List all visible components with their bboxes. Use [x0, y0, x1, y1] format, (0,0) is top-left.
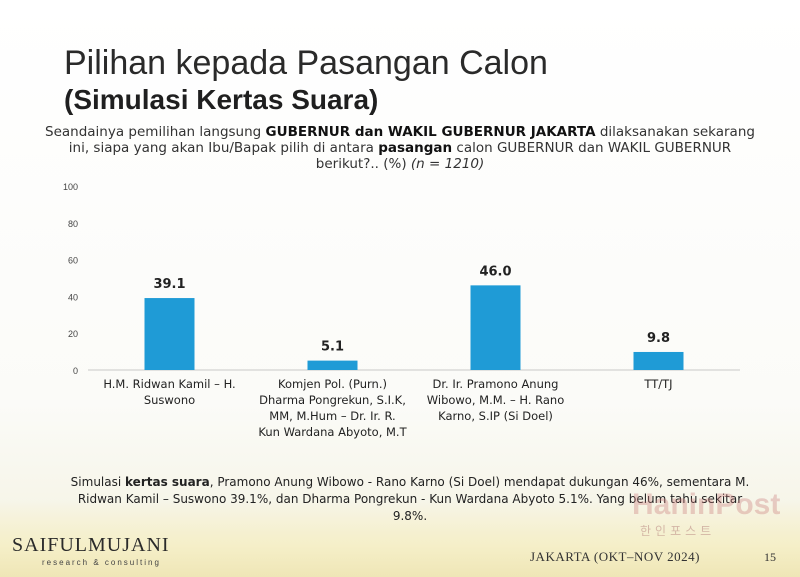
bar-chart: 0 20 40 60 80 100 39.1 H.M. Ridwan Kamil – H. Su… [63, 182, 740, 439]
y-tick-label: 0 [73, 366, 78, 376]
brand-logo: SAIFULMUJANI [12, 534, 170, 556]
x-category-label: Komjen Pol. (Purn.) Dharma Pongrekun, S.I… [258, 377, 407, 439]
bar [633, 351, 684, 370]
x-category-line: Karno, S.IP (Si Doel) [438, 409, 553, 423]
x-category-line: TT/TJ [643, 377, 672, 391]
footer-band [0, 500, 800, 577]
question-text-2: dilaksanakan sekarang ini, siapa yang ak… [68, 124, 755, 156]
x-category-line: Dharma Pongrekun, S.I.K, [259, 393, 406, 407]
slide-title: Pilihan kepada Pasangan Calon [64, 44, 548, 82]
y-tick-label: 20 [68, 329, 78, 339]
question-text-3: calon GUBERNUR dan WAKIL GUBERNUR beriku… [315, 140, 732, 172]
bar [470, 285, 521, 370]
page-number: 15 [764, 550, 776, 564]
question-bold-2: pasangan [378, 140, 453, 156]
data-label: 9.8 [647, 331, 670, 346]
x-category-line: Wibowo, M.M. – H. Rano [427, 393, 564, 407]
footnote-text-2: , Pramono Anung Wibowo - Rano Karno (Si … [77, 475, 750, 523]
data-label: 5.1 [321, 340, 344, 355]
x-category-label: TT/TJ [643, 377, 672, 391]
x-category-line: H.M. Ridwan Kamil – H. [103, 377, 235, 391]
chart-footnote: Simulasi kertas suara, Pramono Anung Wib… [60, 474, 760, 525]
x-category-label: Dr. Ir. Pramono Anung Wibowo, M.M. – H. R… [427, 377, 564, 423]
bar [307, 360, 358, 370]
question-bold-1: GUBERNUR dan WAKIL GUBERNUR JAKARTA [265, 124, 596, 140]
slide-subtitle: (Simulasi Kertas Suara) [64, 84, 379, 115]
x-category-line: Komjen Pol. (Purn.) [278, 377, 387, 391]
y-tick-label: 60 [68, 256, 78, 266]
brand-tagline: research & consulting [42, 558, 161, 567]
x-category-line: MM, M.Hum – Dr. Ir. R. [269, 409, 395, 423]
y-tick-label: 40 [68, 292, 78, 302]
sample-size: (n = 1210) [410, 156, 485, 172]
question-text-1: Seandainya pemilihan langsung [45, 124, 266, 140]
x-category-line: Dr. Ir. Pramono Anung [433, 377, 559, 391]
survey-question: Seandainya pemilihan langsung GUBERNUR d… [40, 124, 760, 172]
watermark-sub: 한인포스트 [640, 524, 716, 538]
data-label: 39.1 [153, 277, 185, 292]
y-tick-label: 100 [63, 182, 78, 192]
bar [144, 298, 195, 370]
x-category-label: H.M. Ridwan Kamil – H. Suswono [103, 377, 235, 407]
footnote-text-1: Simulasi [70, 475, 126, 489]
place-date: JAKARTA (OKT–NOV 2024) [530, 549, 700, 564]
data-label: 46.0 [479, 264, 511, 279]
x-category-line: Suswono [144, 393, 195, 407]
x-category-line: Kun Wardana Abyoto, M.T [258, 425, 407, 439]
watermark-logo: HaninPost [632, 488, 781, 521]
y-tick-label: 80 [68, 219, 78, 229]
footnote-bold: kertas suara [125, 475, 210, 489]
